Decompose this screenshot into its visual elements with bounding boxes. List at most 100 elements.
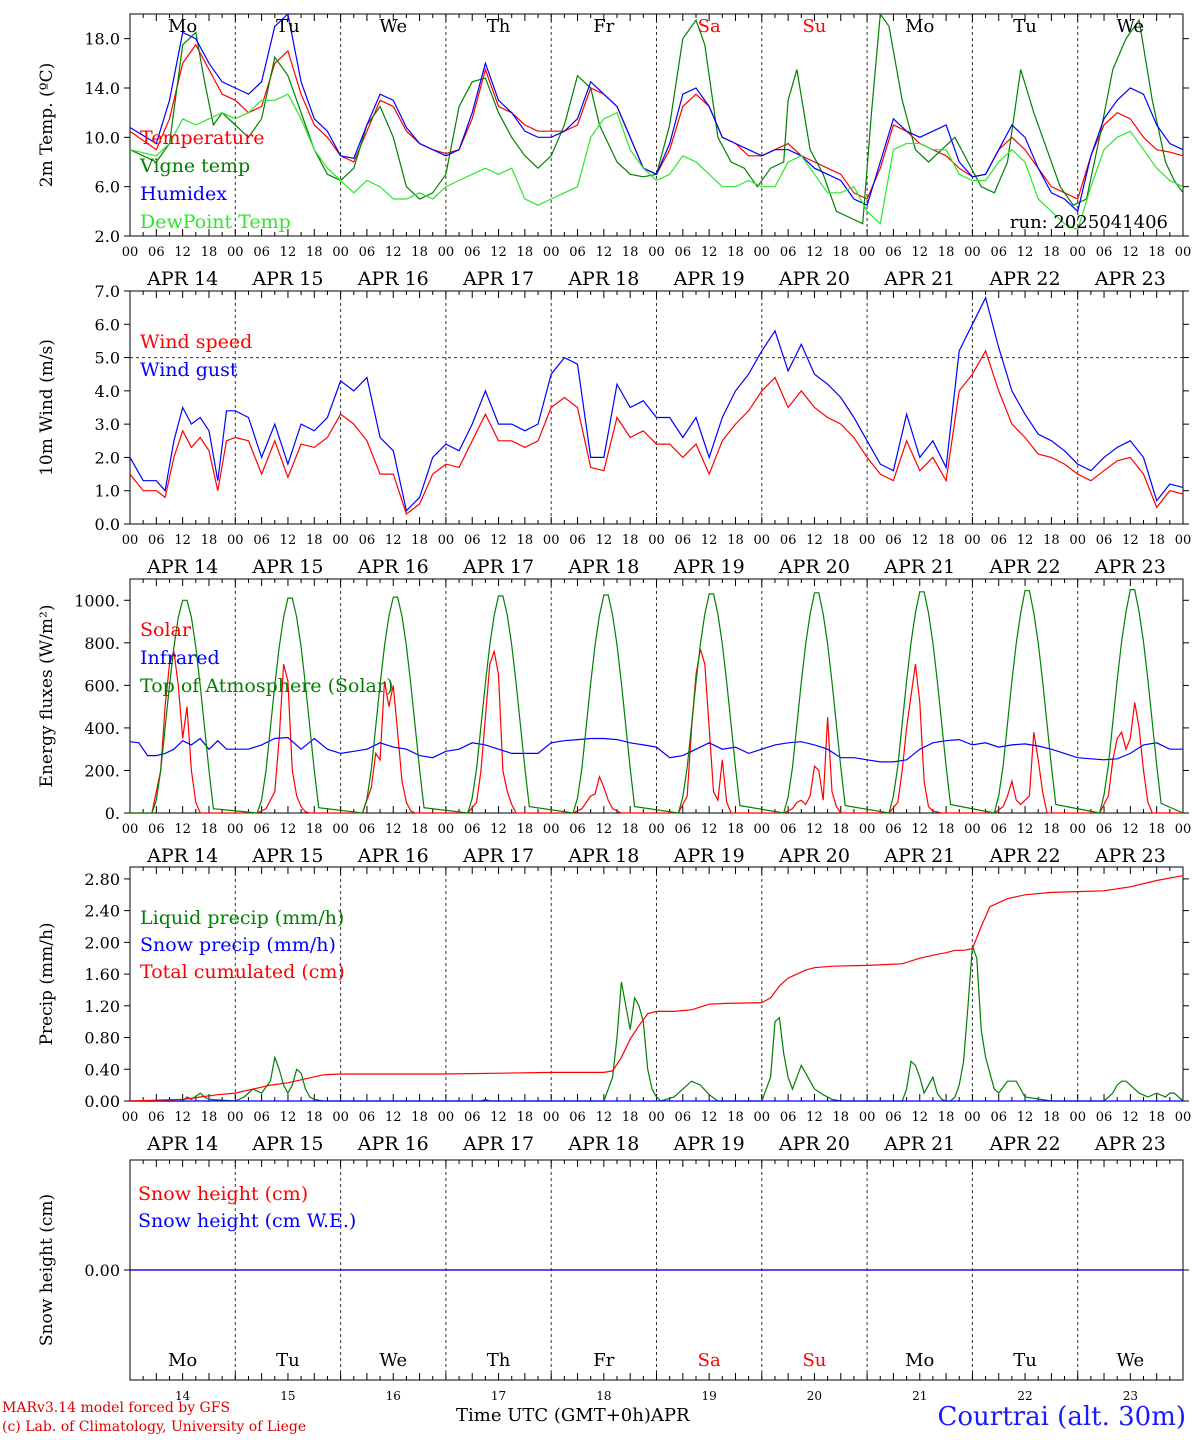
day-number: 21 [912,1389,927,1403]
y-tick-label: 800. [84,634,120,653]
weekday-label: Tu [276,16,300,37]
hour-tick-label: 00 [1175,822,1192,837]
hour-tick-label: 12 [911,1110,928,1125]
hour-tick-label: 12 [174,822,191,837]
hour-tick-label: 12 [385,533,402,548]
hour-tick-label: 00 [964,245,981,260]
hour-tick-label: 00 [964,822,981,837]
hour-tick-label: 18 [201,533,218,548]
hour-tick-label: 12 [490,822,507,837]
hour-tick-label: 12 [596,1110,613,1125]
legend-entry: Wind gust [140,359,238,381]
day-number: 16 [386,1389,401,1403]
y-axis-label: Snow height (cm) [37,1194,57,1346]
hour-tick-label: 12 [490,245,507,260]
hour-tick-label: 00 [1175,245,1192,260]
weekday-label: Sa [698,16,721,37]
hour-tick-label: 12 [1122,1110,1139,1125]
weekday-label: Th [487,16,511,37]
weekday-label: Mo [905,16,934,37]
date-label: APR 17 [462,1133,534,1155]
hour-tick-label: 18 [517,245,534,260]
x-axis-title: Time UTC (GMT+0h)APR [456,1405,690,1426]
date-label: APR 23 [1094,268,1166,290]
date-label: APR 16 [357,268,429,290]
y-tick-label: 2.0 [95,227,120,246]
date-label: APR 18 [567,845,639,867]
hour-tick-label: 18 [1148,245,1165,260]
y-axis-label: Precip (mm/h) [37,922,57,1045]
hour-tick-label: 06 [359,822,376,837]
y-tick-label: 2.00 [84,933,120,952]
hour-tick-label: 00 [438,533,455,548]
hour-tick-label: 12 [1122,533,1139,548]
y-tick-label: 0.0 [95,515,120,534]
hour-tick-label: 12 [806,245,823,260]
legend-entry: Total cumulated (cm) [140,961,345,983]
hour-tick-label: 18 [938,822,955,837]
series-line [129,93,1184,231]
hour-tick-label: 00 [543,245,560,260]
hour-tick-label: 06 [675,1110,692,1125]
series-line [129,349,1184,515]
hour-tick-label: 06 [359,245,376,260]
hour-tick-label: 00 [227,822,244,837]
date-label: APR 14 [146,1133,218,1155]
hour-tick-label: 00 [648,533,665,548]
hour-tick-label: 18 [1043,1110,1060,1125]
y-tick-label: 0.40 [84,1060,120,1079]
y-tick-label: 5.0 [95,349,120,368]
y-axis-label: 2m Temp. (ºC) [37,63,57,188]
hour-tick-label: 06 [1096,533,1113,548]
weekday-label: We [379,16,407,37]
y-axis-label: Energy fluxes (W/m²) [37,605,57,788]
hour-tick-label: 12 [490,533,507,548]
hour-tick-label: 18 [411,245,428,260]
date-label: APR 16 [357,1133,429,1155]
hour-tick-label: 06 [1096,245,1113,260]
hour-tick-label: 06 [464,822,481,837]
date-label: APR 22 [989,1133,1061,1155]
hour-tick-label: 18 [411,822,428,837]
hour-tick-label: 06 [569,245,586,260]
hour-tick-label: 18 [1148,1110,1165,1125]
date-label: APR 22 [989,845,1061,867]
hour-tick-label: 18 [306,1110,323,1125]
run-label: run: 2025041406 [1010,212,1168,233]
y-tick-label: 200. [84,761,120,780]
hour-tick-label: 18 [833,1110,850,1125]
hour-tick-label: 18 [727,245,744,260]
hour-tick-label: 12 [596,245,613,260]
hour-tick-label: 12 [385,245,402,260]
hour-tick-label: 00 [859,822,876,837]
day-number: 18 [596,1389,611,1403]
weekday-label: We [379,1350,407,1371]
weekday-label: Fr [593,1350,614,1371]
hour-tick-label: 06 [253,245,270,260]
y-tick-label: 7.0 [95,282,120,301]
series-line [130,648,1183,814]
hour-tick-label: 18 [306,533,323,548]
hour-tick-label: 12 [806,822,823,837]
y-tick-label: 2.0 [95,448,120,467]
hour-tick-label: 00 [859,1110,876,1125]
hour-tick-label: 12 [701,245,718,260]
hour-tick-label: 12 [280,822,297,837]
hour-tick-label: 06 [780,1110,797,1125]
hour-tick-label: 18 [411,1110,428,1125]
date-label: APR 19 [673,845,745,867]
hour-tick-label: 06 [675,533,692,548]
weekday-label: We [1117,16,1145,37]
hour-tick-label: 00 [543,533,560,548]
date-label: APR 14 [146,268,218,290]
hour-tick-label: 06 [1096,822,1113,837]
series-line [129,12,1184,225]
weekday-label: Th [487,1350,511,1371]
y-tick-label: 0.00 [84,1261,120,1280]
hour-tick-label: 06 [569,822,586,837]
date-label: APR 20 [778,268,850,290]
hour-tick-label: 06 [780,533,797,548]
hour-tick-label: 06 [885,245,902,260]
hour-tick-label: 18 [622,533,639,548]
